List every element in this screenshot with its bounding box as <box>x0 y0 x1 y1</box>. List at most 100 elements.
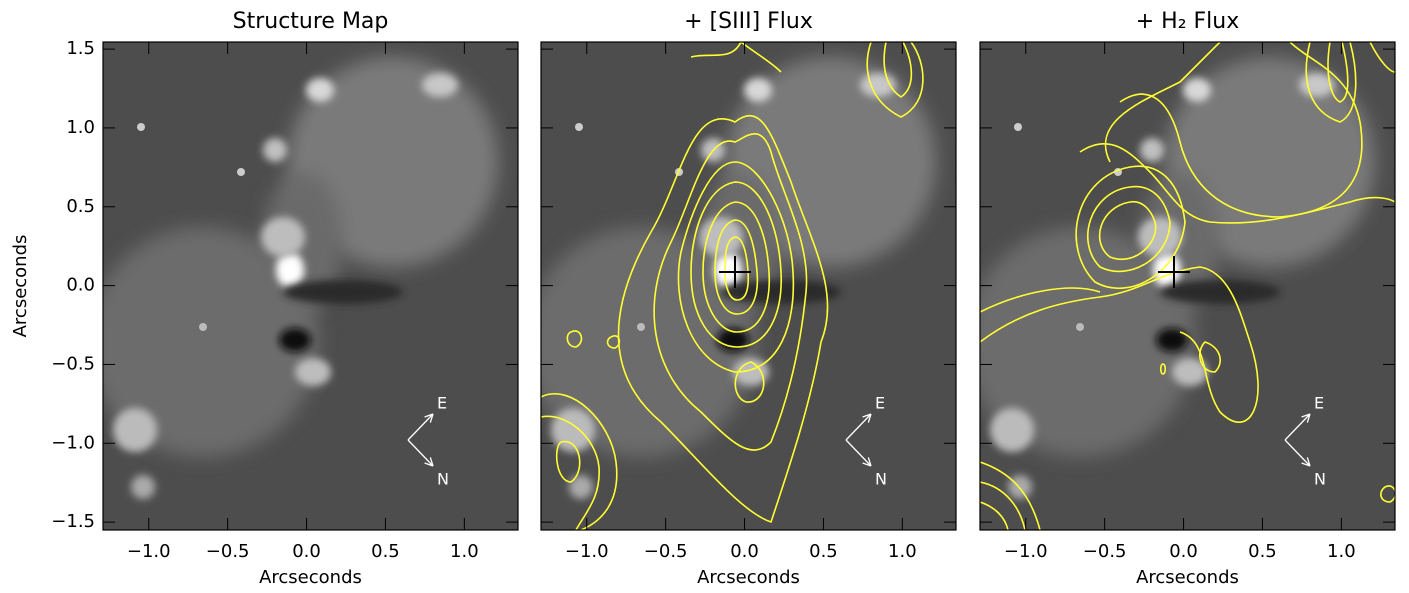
image-feature <box>575 123 583 131</box>
compass-label: N <box>1314 470 1326 489</box>
x-tick-label: 0.5 <box>809 541 838 562</box>
image-feature <box>637 323 645 331</box>
image <box>980 42 1395 530</box>
x-tick-label: −1.0 <box>565 541 609 562</box>
panel: E N −1.0 −0.5 0.0 0.5 1.0 −1.5 −1.0 −0.5 0.0 0.5 1.0… <box>10 9 519 588</box>
contour <box>866 42 924 118</box>
image-feature <box>1138 217 1182 257</box>
x-axis-label: Arcseconds <box>1136 567 1239 588</box>
y-tick-label: 0.0 <box>66 275 95 296</box>
x-tick-label: 1.0 <box>888 541 917 562</box>
contour <box>1369 42 1395 73</box>
x-tick-label: 0.0 <box>292 541 321 562</box>
image-feature <box>199 323 207 331</box>
image-feature <box>276 252 304 288</box>
contour <box>702 201 771 333</box>
y-tick-label: 0.5 <box>66 196 95 217</box>
x-tick-label: −0.5 <box>206 541 250 562</box>
image-feature <box>295 358 331 386</box>
panel-title: + [SIII] Flux <box>684 9 813 34</box>
image-feature <box>980 227 1195 457</box>
contour <box>724 236 750 301</box>
panel: E N −1.0 −0.5 0.0 0.5 1.0 + H₂ Flux Arcseconds <box>979 9 1396 588</box>
y-axis-label: Arcseconds <box>10 235 31 338</box>
y-tick-label: 1.0 <box>66 117 95 138</box>
compass-arrowhead <box>424 457 434 467</box>
image-feature <box>990 408 1034 452</box>
x-tick-label: 1.0 <box>1327 541 1356 562</box>
x-tick-label: −1.0 <box>127 541 171 562</box>
image-feature <box>279 328 311 352</box>
contour <box>1159 363 1167 375</box>
compass-arrowhead <box>862 413 872 423</box>
contour <box>677 161 795 373</box>
image-feature <box>283 280 403 304</box>
image-feature <box>726 57 936 267</box>
image-feature <box>137 123 145 131</box>
contour <box>566 330 583 348</box>
y-tick-label: −0.5 <box>51 353 95 374</box>
contour <box>555 440 581 483</box>
x-tick-label: 0.0 <box>1169 541 1198 562</box>
x-tick-label: 1.0 <box>450 541 479 562</box>
image-feature <box>103 227 318 457</box>
x-axis-label: Arcseconds <box>259 567 362 588</box>
image-feature <box>131 475 155 499</box>
image-feature <box>714 252 742 288</box>
contour <box>1199 341 1221 373</box>
image-feature <box>1153 252 1181 288</box>
contour <box>714 219 759 315</box>
image-feature <box>263 138 287 162</box>
image-feature <box>1008 475 1032 499</box>
y-tick-label: −1.0 <box>51 432 95 453</box>
x-axis-label: Arcseconds <box>697 567 800 588</box>
contour <box>617 115 829 524</box>
contour <box>690 181 782 348</box>
compass-label: E <box>875 394 885 413</box>
image-feature <box>699 217 743 257</box>
image-feature <box>1156 328 1188 352</box>
panel-title: + H₂ Flux <box>1136 9 1240 34</box>
image <box>541 42 956 530</box>
x-tick-label: −0.5 <box>1083 541 1127 562</box>
contour <box>606 335 621 349</box>
contour <box>690 42 782 73</box>
image-feature <box>306 78 334 102</box>
contour <box>653 133 808 451</box>
image-feature <box>261 217 305 257</box>
image-feature <box>1299 73 1335 97</box>
image-feature <box>541 227 756 457</box>
contour <box>541 393 618 530</box>
y-tick-label: 1.5 <box>66 38 95 59</box>
contour <box>1098 200 1157 260</box>
image-feature <box>288 57 498 267</box>
x-tick-label: −0.5 <box>644 541 688 562</box>
x-tick-label: 0.5 <box>1248 541 1277 562</box>
y-tick-label: −1.5 <box>51 511 95 532</box>
compass-label: N <box>875 470 887 489</box>
image <box>103 42 518 530</box>
compass-arrowhead <box>862 457 872 467</box>
compass-arrowhead <box>1301 413 1311 423</box>
image-feature <box>1160 280 1280 304</box>
image-feature <box>569 475 593 499</box>
contour <box>1305 42 1357 123</box>
contour <box>1079 142 1395 224</box>
compass-label: N <box>437 470 449 489</box>
image-feature <box>744 78 772 102</box>
compass-arrow <box>1284 439 1311 467</box>
contour <box>1086 185 1171 273</box>
x-tick-label: 0.5 <box>371 541 400 562</box>
x-tick-label: −1.0 <box>1004 541 1048 562</box>
image-feature <box>422 73 458 97</box>
compass-arrow <box>407 413 434 441</box>
compass-arrow <box>845 413 872 441</box>
image-feature <box>1183 78 1211 102</box>
contour <box>1075 165 1186 290</box>
contour <box>980 42 1221 313</box>
image-feature <box>113 408 157 452</box>
compass-arrow <box>407 439 434 467</box>
compass-arrow <box>845 439 872 467</box>
image-feature <box>717 328 749 352</box>
contour <box>734 361 765 403</box>
